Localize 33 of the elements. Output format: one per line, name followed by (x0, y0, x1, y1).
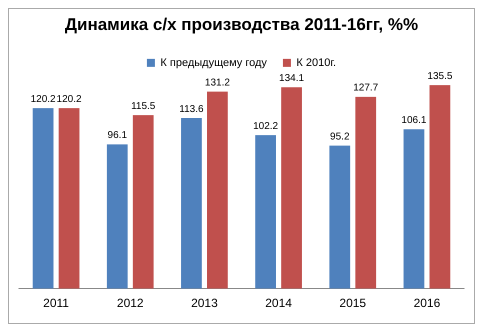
chart-title: Динамика с/х производства 2011-16гг, %% (64, 14, 418, 34)
bar (281, 87, 302, 289)
bar (106, 144, 128, 289)
data-label: 131.2 (204, 77, 230, 88)
data-label: 135.5 (427, 70, 453, 82)
x-tick-label: 2015 (339, 296, 366, 310)
data-label: 106.1 (401, 115, 427, 126)
x-tick-label: 2011 (43, 296, 70, 310)
bar (329, 146, 350, 289)
x-tick-label: 2016 (414, 296, 441, 310)
data-label: 120.2 (56, 94, 82, 105)
data-label: 102.2 (253, 120, 279, 132)
data-label: 95.2 (330, 131, 350, 142)
bar (181, 118, 202, 289)
data-label: 134.1 (279, 73, 305, 84)
data-label: 120.2 (30, 94, 56, 105)
bar (255, 135, 276, 289)
x-tick-label: 2014 (265, 296, 292, 310)
bar (32, 108, 54, 289)
data-label: 127.7 (353, 82, 379, 94)
legend-label: К предыдущему году (160, 56, 268, 69)
bar (355, 96, 376, 289)
bar (58, 108, 80, 289)
bar (207, 92, 228, 289)
bar (404, 129, 424, 289)
data-label: 115.5 (131, 100, 156, 112)
bar (430, 85, 450, 289)
bar (132, 115, 154, 289)
data-label: 113.6 (179, 104, 204, 115)
data-label: 96.1 (108, 130, 128, 142)
x-tick-label: 2012 (116, 296, 144, 310)
legend-label: К 2010г. (296, 56, 336, 69)
x-tick-label: 2013 (191, 296, 218, 310)
